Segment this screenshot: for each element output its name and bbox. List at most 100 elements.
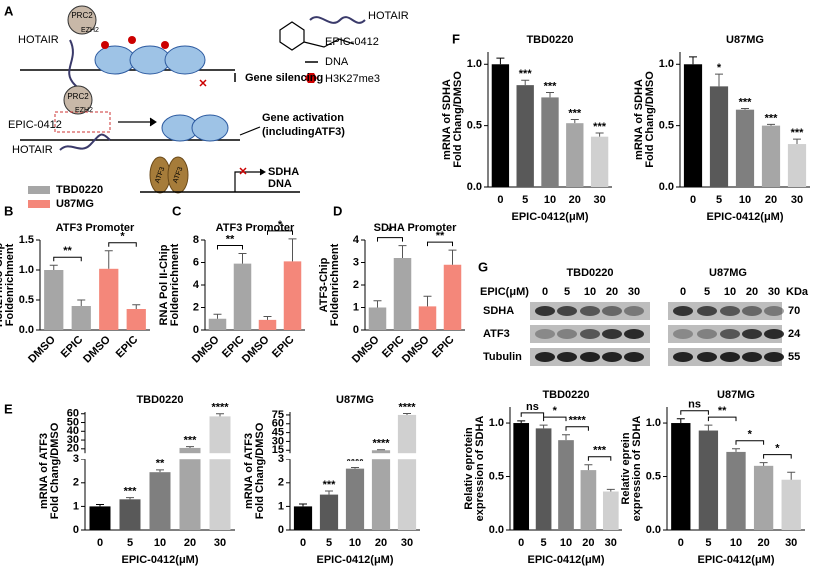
y-tick-label: 0.5 <box>646 470 661 482</box>
key-hotair: HOTAIR <box>368 10 409 22</box>
y-tick-label: 1.0 <box>646 417 661 429</box>
y-tick-label: 1 <box>353 301 359 313</box>
bracket-label: * <box>748 429 753 441</box>
kda-label: 24 <box>788 328 801 340</box>
chart-title: U87MG <box>726 34 764 46</box>
error-bar <box>521 79 530 86</box>
error-bar <box>186 446 194 448</box>
panel-label: F <box>452 31 460 46</box>
panel-label: C <box>172 203 182 218</box>
y-axis-label: Foldenrichment <box>4 243 16 326</box>
x-tick-label: EPIC <box>430 334 457 361</box>
band <box>580 306 600 316</box>
error-bar <box>126 497 134 500</box>
bar <box>753 465 774 530</box>
y-tick-label: 2 <box>73 477 79 489</box>
bar <box>179 447 201 530</box>
blot-title: TBD0220 <box>566 267 613 279</box>
bar <box>698 430 719 530</box>
y-tick-label: 15 <box>272 444 284 456</box>
band <box>697 352 717 362</box>
y-axis-label: mRNA of ATF3 <box>38 433 50 509</box>
kda-label: 70 <box>788 305 800 317</box>
bar <box>683 64 703 187</box>
arrow-2 <box>239 126 261 136</box>
y-tick-label: 0.5 <box>489 470 504 482</box>
error-bar <box>767 123 775 126</box>
x-tick-label: 30 <box>401 537 413 549</box>
bar <box>566 123 584 187</box>
y-tick-label: 30 <box>67 434 79 446</box>
significance: *** <box>124 486 138 498</box>
significance: **** <box>372 438 390 450</box>
error-bar <box>132 304 141 309</box>
band <box>602 352 622 362</box>
x-tick-label: 20 <box>569 194 581 206</box>
bar <box>233 263 252 330</box>
y-tick-label: 1.0 <box>19 264 34 276</box>
y-tick-label: 0 <box>73 524 79 536</box>
bracket <box>763 454 792 459</box>
significance: *** <box>791 127 805 139</box>
x-tick-label: 0 <box>518 537 524 549</box>
error-bar <box>216 413 224 417</box>
y-tick-label: 2 <box>193 301 199 313</box>
bracket <box>520 412 545 417</box>
dose: 30 <box>768 286 780 298</box>
bracket-label: * <box>278 219 283 231</box>
y-tick-label: 0.5 <box>467 120 482 132</box>
bar <box>602 491 619 530</box>
band <box>673 306 693 316</box>
band <box>535 352 555 362</box>
x-tick-label: 10 <box>349 537 361 549</box>
x-tick-label: 0 <box>690 194 696 206</box>
bar <box>781 479 801 530</box>
x-tick-label: 5 <box>522 194 528 206</box>
cross-2 <box>239 167 247 175</box>
axis-break <box>79 453 237 460</box>
prc2-label: PRC2 <box>71 11 93 20</box>
x-tick-label: 30 <box>605 537 617 549</box>
bar <box>208 318 227 330</box>
significance: *** <box>739 96 753 108</box>
x-tick-label: 5 <box>326 537 332 549</box>
bracket <box>217 245 243 250</box>
bar <box>345 468 365 530</box>
hotair-mid <box>59 133 111 151</box>
y-tick-label: 30 <box>272 435 284 447</box>
x-tick-label: DMSO <box>240 333 272 365</box>
y-tick-label: 1.0 <box>489 417 504 429</box>
bracket <box>735 440 765 445</box>
y-tick-label: 75 <box>272 409 284 421</box>
hotair-label: HOTAIR <box>18 34 59 46</box>
y-tick-label: 0.5 <box>19 294 34 306</box>
bar <box>99 268 119 330</box>
panel-label: E <box>4 401 13 416</box>
x-tick-label: 30 <box>785 537 797 549</box>
x-tick-label: EPIC <box>114 334 141 361</box>
prc2-mid-label: PRC2 <box>67 92 89 101</box>
x-axis-label: EPIC-0412(μM) <box>697 554 774 566</box>
bracket-label: * <box>775 443 780 455</box>
y-tick-label: 6 <box>193 256 199 268</box>
chart-title: TBD0220 <box>136 394 183 406</box>
bar <box>209 416 231 530</box>
bracket <box>427 241 453 247</box>
unit-label: KDa <box>786 286 809 298</box>
error-bar <box>689 56 697 65</box>
blot-row-label: ATF3 <box>483 328 510 340</box>
error-bar <box>49 264 58 270</box>
dose: 10 <box>584 286 596 298</box>
error-bar <box>398 245 407 258</box>
key-mark-icon <box>305 73 317 83</box>
dose: 5 <box>704 286 710 298</box>
error-bar <box>606 488 615 492</box>
y-axis-label: mRNA of ATF3 <box>243 433 255 509</box>
x-tick-label: 10 <box>154 537 166 549</box>
y-tick-label: 1.5 <box>19 234 34 246</box>
y-tick-label: 0 <box>193 324 199 336</box>
error-bar <box>793 138 801 145</box>
y-axis-label: RNA Pol II-Chip <box>158 244 170 325</box>
legend-swatch <box>28 200 50 208</box>
significance: *** <box>323 479 337 491</box>
